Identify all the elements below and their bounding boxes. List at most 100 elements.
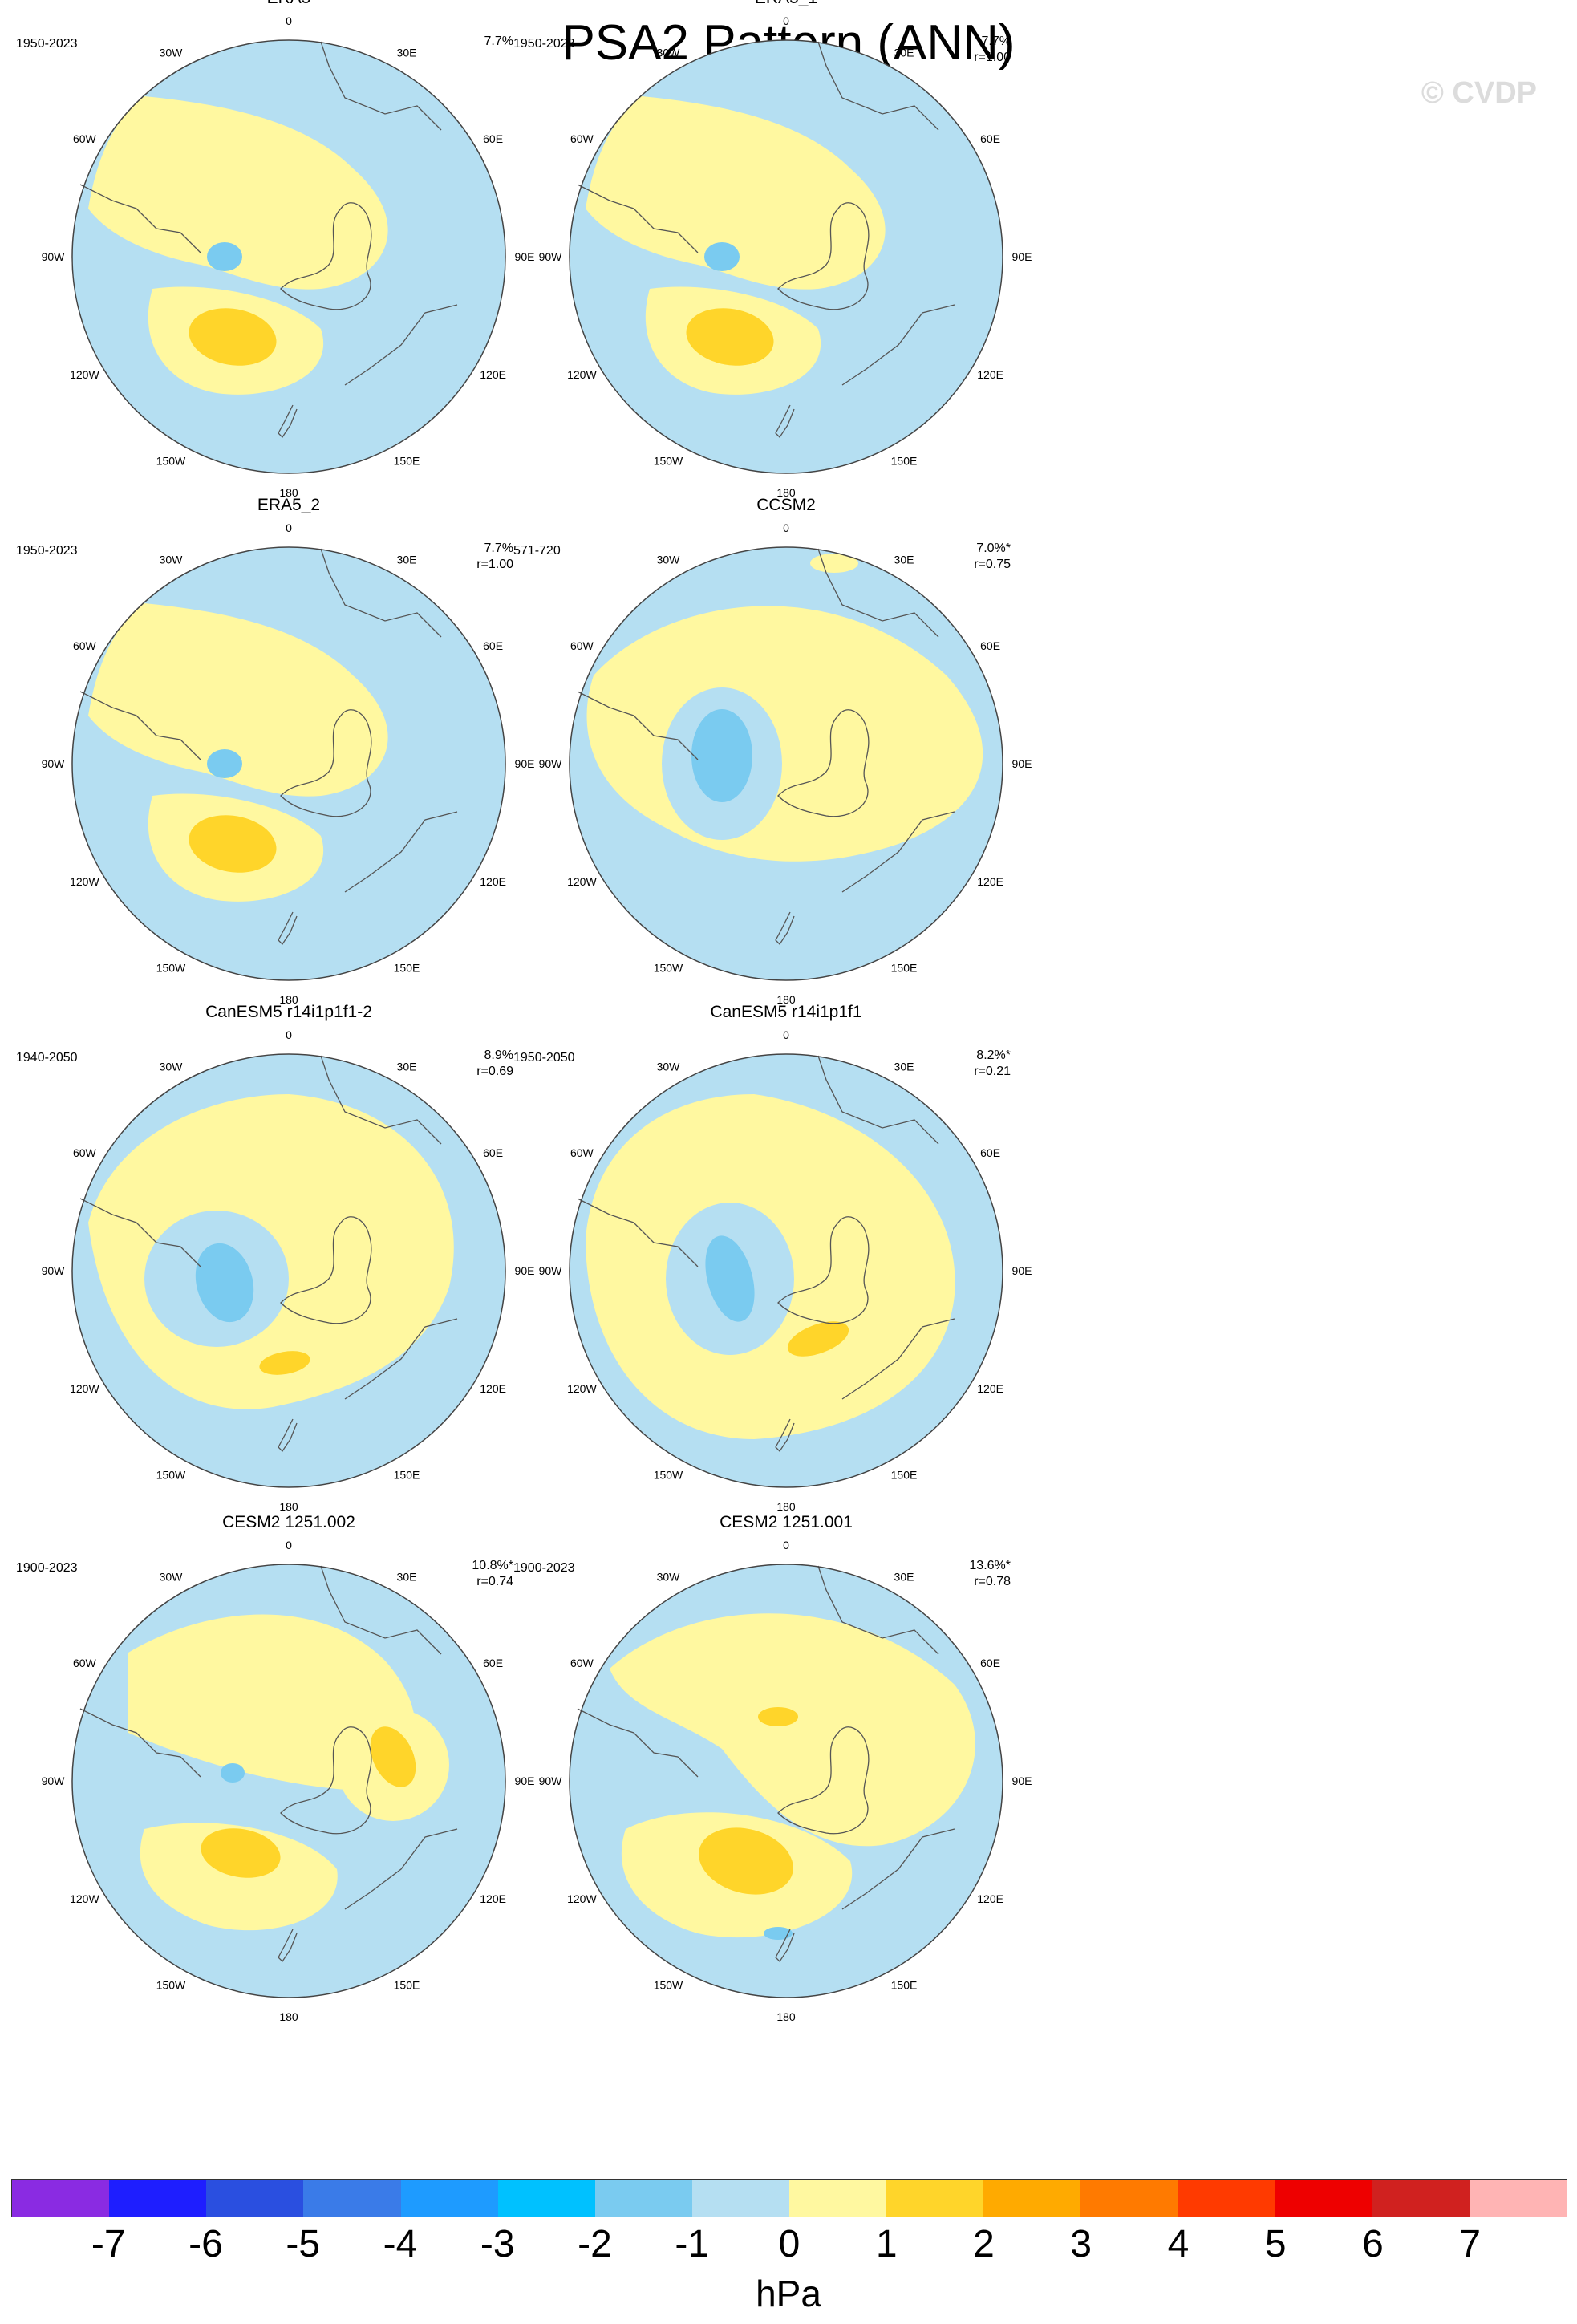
colorbar-tick-label: 1 [875,2223,898,2265]
longitude-label: 120E [977,1892,1003,1905]
longitude-label: 90E [1012,1774,1032,1787]
map-panel: 0 30E 60E 90E 120E 150E 180 150W 120W 90W 60W 30W CC… [481,496,1091,1019]
longitude-label: 30E [397,46,417,59]
longitude-label: 60W [570,132,594,145]
period-label: 1950-2023 [16,544,78,558]
longitude-label: 60W [570,1146,594,1159]
negative-anomaly-core [764,1927,793,1940]
longitude-label: 30E [397,553,417,566]
colorbar-tick-label: 2 [973,2223,995,2265]
colorbar-tick-label: -4 [383,2223,418,2265]
colorbar-tick-label: 6 [1362,2223,1384,2265]
longitude-label: 120E [977,1382,1003,1395]
longitude-label: 120E [480,1382,506,1395]
longitude-label: 90W [42,1774,66,1787]
coastline [79,41,458,439]
colorbar-cell [206,2180,304,2217]
positive-anomaly-core [699,1827,793,1895]
map-boundary [71,546,506,981]
longitude-label: 30W [160,553,184,566]
longitude-label: 90W [539,1774,563,1787]
longitude-label: 90W [42,757,66,770]
positive-anomaly-core [201,1828,281,1878]
negative-anomaly-core [195,1243,254,1323]
negative-anomaly-core [207,749,242,778]
positive-anomaly-region [610,1613,975,1847]
longitude-label: 120E [977,368,1003,381]
longitude-label: 90W [42,1264,66,1277]
longitude-label: 180 [776,486,796,499]
coastline [79,1055,458,1453]
colorbar-cell [983,2180,1081,2217]
longitude-label: 30W [657,553,681,566]
map-boundary [71,1564,506,1998]
longitude-label: 180 [776,1500,796,1513]
longitude-label: 0 [783,1539,789,1551]
panel-title: CESM2 1251.002 [222,1513,355,1531]
longitude-label: 0 [286,14,292,27]
longitude-label: 30W [657,1060,681,1073]
period-label: 571-720 [513,544,561,558]
longitude-label: 150E [891,1469,918,1482]
map-boundary [71,39,506,474]
longitude-label: 150E [394,962,420,975]
longitude-label: 120W [567,875,597,888]
coastline [577,548,955,946]
longitude-label: 60E [483,1146,503,1159]
polar-map: 0 30E 60E 90E 120E 150E 180 150W 120W 90W 60W 30W [42,14,535,499]
longitude-label: 30W [160,46,184,59]
negative-anomaly-core [221,1763,245,1783]
longitude-label: 30W [657,1570,681,1583]
longitude-label: 120E [977,875,1003,888]
positive-anomaly-region [88,603,388,797]
map-boundary [569,1564,1003,1998]
colorbar-tick-label: -2 [578,2223,612,2265]
panel-title: CCSM2 [756,496,816,514]
longitude-label: 60W [570,639,594,652]
map-panel: 0 30E 60E 90E 120E 150E 180 150W 120W 90W 60W 30W CE… [0,1513,594,2036]
longitude-label: 60E [980,132,1000,145]
polar-map: 0 30E 60E 90E 120E 150E 180 150W 120W 90W 60W 30W [539,1028,1032,1513]
explained-variance-label: 8.9% r=0.69 [476,1048,513,1078]
polar-map: 0 30E 60E 90E 120E 150E 180 150W 120W 90W 60W 30W [539,1539,1032,2023]
explained-variance-label: 7.7% r=1.00 [974,34,1011,64]
colorbar-cell [1275,2180,1372,2217]
longitude-label: 30E [397,1570,417,1583]
longitude-label: 120E [480,368,506,381]
coastline [577,1565,955,1963]
longitude-label: 150E [394,1469,420,1482]
colorbar-cell [1469,2180,1567,2217]
map-panel: 0 30E 60E 90E 120E 150E 180 150W 120W 90W 60W 30W ER… [0,496,594,1019]
colorbar-tick-label: -1 [675,2223,710,2265]
colorbar-cell [497,2180,595,2217]
colorbar-tick-label: 3 [1070,2223,1093,2265]
longitude-label: 30W [160,1060,184,1073]
longitude-label: 60E [980,1657,1000,1669]
longitude-label: 90E [515,1264,535,1277]
longitude-label: 120W [70,368,99,381]
colorbar-cell [1372,2180,1470,2217]
longitude-label: 180 [776,993,796,1006]
colorbar-cell [1080,2180,1178,2217]
longitude-label: 150E [394,455,420,468]
map-panel: 0 30E 60E 90E 120E 150E 180 150W 120W 90W 60W 30W Ca… [481,1003,1091,1526]
longitude-label: 120W [567,1382,597,1395]
explained-variance-label: 7.7% r=1.00 [476,541,513,571]
map-boundary [569,546,1003,981]
longitude-label: 60E [980,1146,1000,1159]
longitude-label: 60E [980,639,1000,652]
longitude-label: 120W [70,1382,99,1395]
positive-anomaly-core [259,1351,310,1375]
longitude-label: 0 [286,1028,292,1041]
longitude-label: 180 [279,1500,298,1513]
longitude-label: 60W [570,1657,594,1669]
longitude-label: 90W [539,1264,563,1277]
coastline [79,548,458,946]
longitude-label: 30E [894,553,914,566]
colorbar-tick-label: -3 [480,2223,515,2265]
longitude-label: 60W [73,132,97,145]
panel-title: ERA5_2 [257,496,321,514]
period-label: 1940-2050 [16,1051,78,1065]
longitude-label: 90W [539,757,563,770]
longitude-label: 90E [1012,757,1032,770]
